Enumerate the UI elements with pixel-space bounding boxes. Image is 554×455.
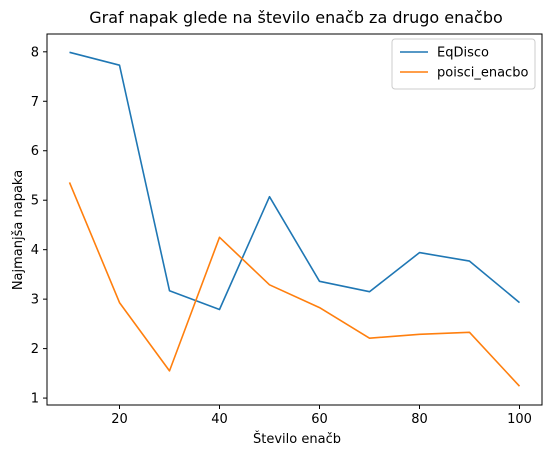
y-tick-label: 5 <box>31 194 39 209</box>
legend: EqDisco poisci_enacbo <box>391 38 536 90</box>
axes-frame <box>46 33 543 406</box>
series-line-poisci-enacbo <box>68 182 521 387</box>
x-tick-label: 80 <box>411 412 428 427</box>
series-lines <box>68 51 521 387</box>
x-tick-label: 60 <box>311 412 328 427</box>
y-tick-label: 2 <box>31 342 39 357</box>
y-tick-label: 4 <box>31 243 39 258</box>
y-axis-label: Najmanjša napaka <box>11 170 26 290</box>
series-line-eqdisco <box>69 51 521 311</box>
chart-title: Graf napak glede na število enačb za dru… <box>89 8 503 27</box>
x-tick-label: 20 <box>111 412 128 427</box>
y-tick-label: 8 <box>31 45 39 60</box>
y-tick-label: 3 <box>31 293 39 308</box>
legend-label: EqDisco <box>437 46 489 61</box>
x-tick-label: 100 <box>507 412 532 427</box>
legend-label: poisci_enacbo <box>437 66 528 81</box>
axis-ticks: 20 40 60 80 100 1 2 3 4 5 6 7 8 <box>31 45 532 427</box>
y-tick-label: 7 <box>31 95 39 110</box>
x-axis-label: Število enačb <box>253 431 341 447</box>
x-tick-label: 40 <box>211 412 228 427</box>
y-tick-label: 6 <box>31 144 39 159</box>
y-tick-label: 1 <box>31 392 39 407</box>
